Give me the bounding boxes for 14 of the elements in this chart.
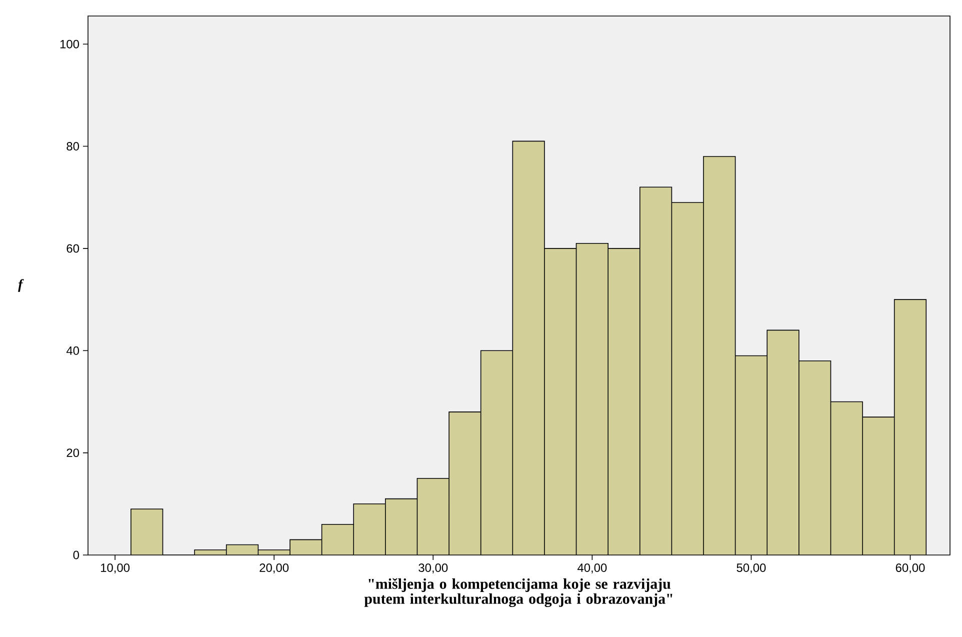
y-tick-label: 60: [66, 244, 80, 253]
x-tick-label: 30,00: [418, 564, 448, 574]
x-tick-label: 20,00: [260, 564, 289, 574]
x-tick-label: 10,00: [100, 564, 130, 574]
x-tick-label: 40,00: [577, 564, 607, 574]
x-axis-title: "mišljenja o kompetencijama koje se razvijaju putem interkulturalnoga odgoja i obrazovanja": [364, 578, 672, 608]
y-tick-label: 100: [60, 40, 80, 48]
y-tick-label: 20: [66, 448, 80, 458]
y-tick-label: 80: [66, 142, 80, 150]
y-axis-title: f: [18, 279, 24, 292]
x-tick-label: 60,00: [896, 564, 925, 574]
y-tick-label: 40: [66, 346, 80, 355]
y-tick-label: 0: [73, 550, 80, 560]
x-tick-label: 50,00: [736, 564, 766, 574]
